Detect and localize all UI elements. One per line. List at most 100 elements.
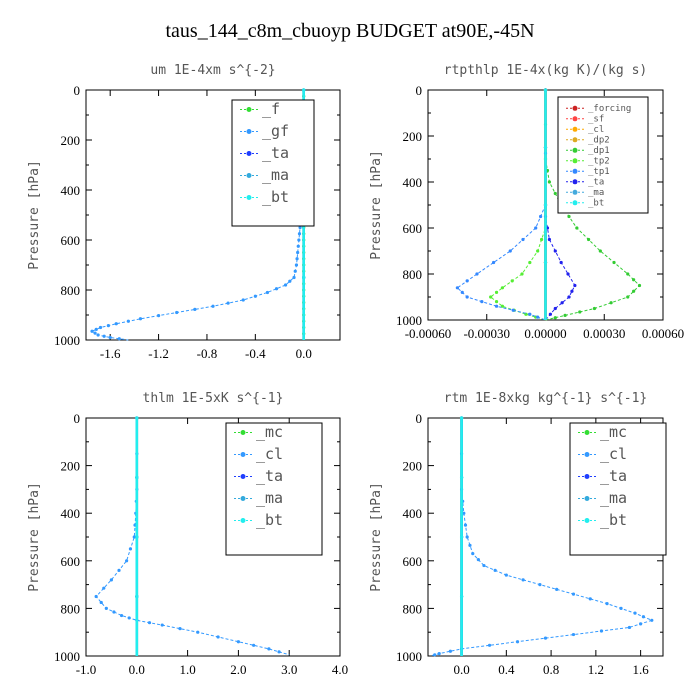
- legend-marker-bt: [572, 200, 578, 206]
- series-marker-dp1: [637, 283, 642, 288]
- x-tick-label: -0.00060: [405, 326, 452, 341]
- series-marker-gf: [106, 324, 110, 328]
- panel-4: rtm 1E-8xkg kg^{-1} s^{-1} Pressure [hPa]…: [369, 391, 667, 677]
- x-tick-label: -0.4: [245, 346, 266, 361]
- legend-marker-tp2: [572, 158, 578, 164]
- series-marker-gf: [295, 257, 299, 261]
- series-marker-cl: [571, 592, 576, 596]
- legend-marker-dp1: [572, 147, 578, 153]
- y-axis-label: Pressure [hPa]: [369, 482, 384, 592]
- series-marker-gf: [288, 279, 292, 283]
- x-tick-label: -0.8: [197, 346, 218, 361]
- y-tick-label: 0: [416, 411, 423, 426]
- series-marker-cl: [216, 635, 220, 639]
- panel-2: rtpthlp 1E-4x(kg K)/(kg s) Pressure [hPa]…: [369, 63, 684, 341]
- series-marker-gf: [102, 334, 106, 338]
- series-marker-gf: [298, 225, 302, 230]
- legend-label-mc: _mc: [600, 423, 627, 441]
- legend-marker-tp1: [572, 168, 578, 174]
- series-marker-gf: [98, 325, 103, 330]
- series-marker-cl: [463, 523, 468, 527]
- y-tick-label: 1000: [54, 649, 80, 664]
- series-marker-cl: [252, 643, 256, 647]
- series-marker-cl: [605, 602, 609, 606]
- series-marker-dp1: [563, 313, 567, 317]
- legend-marker-cl: [240, 452, 246, 457]
- series-marker-tp2: [539, 237, 544, 242]
- panel-title: rtpthlp 1E-4x(kg K)/(kg s): [444, 63, 648, 78]
- series-marker-ta: [553, 249, 557, 253]
- series-marker-tp1: [536, 315, 540, 319]
- series-marker-gf: [292, 275, 296, 280]
- series-marker-gf: [175, 310, 179, 315]
- series-marker-bt: [302, 275, 306, 280]
- legend-label-sf: _sf: [588, 115, 604, 125]
- series-marker-cl: [112, 610, 116, 614]
- series-marker-gf: [297, 232, 302, 236]
- series-marker-gf: [294, 263, 299, 267]
- legend-label-forcing: _forcing: [588, 104, 631, 114]
- x-tick-label: 0.4: [498, 662, 515, 677]
- series-marker-cl: [102, 586, 106, 590]
- series-marker-cl: [482, 563, 486, 568]
- y-tick-label: 600: [61, 233, 81, 248]
- series-marker-tp1: [528, 312, 532, 316]
- series-marker-tp2: [510, 279, 514, 283]
- legend-box: [569, 422, 667, 556]
- series-marker-cl: [641, 615, 646, 619]
- legend-marker-ma: [246, 173, 252, 178]
- y-axis-label: Pressure [hPa]: [27, 482, 42, 592]
- series-marker-gf: [96, 333, 100, 337]
- series-marker-tp1: [475, 272, 479, 276]
- series-marker-ta: [570, 289, 574, 293]
- series-marker-dp1: [632, 278, 636, 282]
- series-marker-cl: [650, 618, 654, 622]
- series-marker-tp1: [455, 286, 459, 290]
- y-tick-label: 1000: [396, 313, 422, 328]
- series-line-cl: [430, 418, 654, 657]
- y-tick-label: 1000: [396, 649, 422, 664]
- panel-1: um 1E-4xm s^{-2} Pressure [hPa] 0 200 400 600…: [27, 63, 341, 361]
- x-tick-label: 1.6: [632, 662, 649, 677]
- series-marker-tp2: [500, 304, 505, 308]
- series-marker-ta: [566, 272, 570, 276]
- series-marker-cl: [639, 622, 643, 626]
- series-marker-ta: [553, 306, 557, 311]
- legend-marker-ta: [584, 474, 590, 479]
- series-marker-gf: [93, 331, 97, 335]
- series-marker-cl: [515, 640, 520, 644]
- y-tick-label: 0: [74, 411, 81, 426]
- series-marker-cl: [555, 587, 559, 591]
- series-marker-ta: [573, 283, 577, 288]
- series-marker-dp1: [609, 301, 613, 305]
- series-marker-ta: [560, 301, 564, 305]
- series-marker-ta: [548, 312, 552, 316]
- series-marker-gf: [226, 301, 230, 305]
- series-marker-cl: [99, 600, 103, 605]
- series-marker-bt: [543, 88, 548, 92]
- series-marker-cl: [487, 643, 492, 647]
- y-tick-label: 600: [403, 554, 423, 569]
- series-marker-cl: [462, 511, 466, 515]
- series-marker-gf: [138, 317, 143, 321]
- x-tick-label: -1.6: [100, 346, 121, 361]
- series-marker-gf: [296, 244, 300, 248]
- series-marker-dp1: [632, 289, 636, 293]
- y-tick-label: 200: [61, 133, 81, 148]
- series-marker-gf: [193, 307, 197, 311]
- legend-marker-cl: [584, 452, 590, 457]
- legend-label-bt: _bt: [262, 188, 289, 206]
- series-marker-tp1: [480, 300, 484, 304]
- legend-marker-ta: [246, 151, 252, 156]
- legend-label-ma: _ma: [588, 188, 604, 198]
- series-marker-gf: [265, 290, 270, 295]
- series-marker-tp2: [528, 260, 532, 265]
- series-marker-bt: [459, 535, 464, 539]
- series-marker-gf: [274, 287, 279, 291]
- series-marker-gf: [94, 327, 98, 331]
- series-marker-dp1: [547, 180, 552, 184]
- x-tick-label: 0.00060: [642, 326, 684, 341]
- legend-label-bt: _bt: [588, 199, 604, 209]
- legend-marker-bt: [584, 518, 590, 523]
- series-marker-cl: [127, 616, 131, 620]
